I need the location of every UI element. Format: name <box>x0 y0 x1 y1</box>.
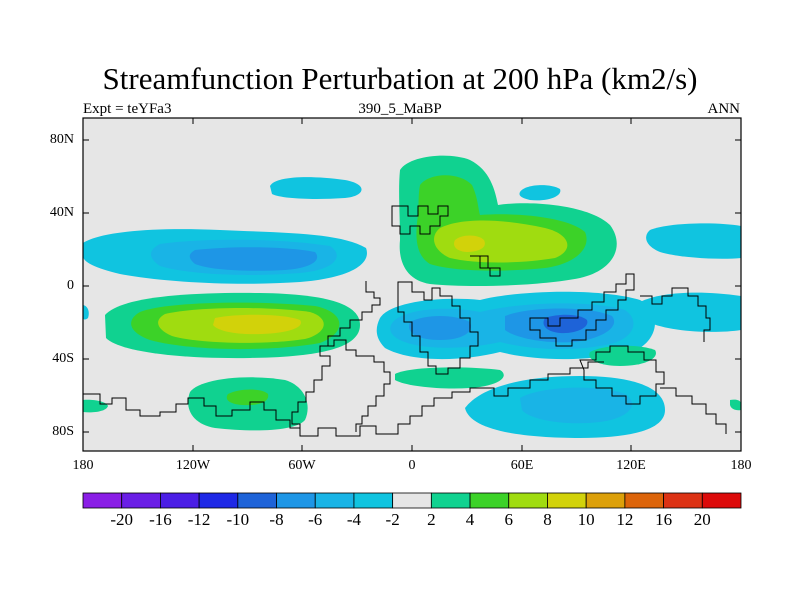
colorbar-label: -2 <box>385 510 400 529</box>
contour-positive-asia-core <box>434 220 568 263</box>
contour-negative-arctic-west <box>270 177 362 199</box>
coastline-asia-east <box>470 255 501 277</box>
colorbar-swatch <box>430 492 471 509</box>
coastline-maritime <box>529 273 635 347</box>
colorbar-label: 2 <box>427 510 436 529</box>
colorbar-swatch <box>160 492 200 509</box>
contour-negative-east-pacific-north <box>646 223 741 259</box>
experiment-label: Expt = teYFa3 <box>83 101 172 117</box>
colorbar-label: -10 <box>226 510 250 529</box>
contour-negative-north-pacific-core <box>189 247 318 271</box>
colorbar-label: -8 <box>269 510 284 529</box>
colorbar-label: 4 <box>465 510 475 529</box>
contour-negative-east-pacific-south <box>636 292 741 332</box>
coastline-antarctica <box>83 361 604 437</box>
contour-negative-arctic-east <box>519 185 561 201</box>
colorbar-label: 6 <box>504 510 514 529</box>
colorbar-swatch <box>508 492 548 509</box>
y-tick-label: 0 <box>67 278 74 293</box>
y-tick-label: 40S <box>52 351 74 366</box>
colorbar-label: 16 <box>655 510 673 529</box>
contour-positive-south-pacific-peak <box>213 314 301 335</box>
contour-positive-asia-peak <box>454 235 485 252</box>
contour-positive-south-pacific-high-lat-core <box>226 389 269 406</box>
contour-positive-east-edge-south <box>730 399 741 411</box>
x-tick-label: 180 <box>730 458 752 473</box>
coastline-africa <box>397 281 479 375</box>
contour-negative-indian-ocean-core-west <box>409 316 472 340</box>
colorbar-label: -4 <box>346 510 362 529</box>
colorbar-swatch <box>701 492 742 509</box>
colorbar-swatch <box>198 492 239 509</box>
x-tick-label: 60W <box>288 458 316 473</box>
contour-positive-south-atlantic <box>395 367 504 389</box>
colorbar-label: -12 <box>187 510 211 529</box>
colorbar-swatch <box>276 492 316 509</box>
x-tick-label: 60E <box>510 458 534 473</box>
colorbar-swatch <box>121 492 161 509</box>
x-tick-label: 120E <box>616 458 646 473</box>
coastline-europe <box>391 205 449 235</box>
colorbar-label: 8 <box>543 510 552 529</box>
colorbar-label: -6 <box>308 510 323 529</box>
x-tick-label: 180 <box>72 458 94 473</box>
contour-negative-southern-ocean-inner <box>520 387 632 424</box>
colorbar-swatch <box>585 492 626 509</box>
colorbar-label: 12 <box>616 510 634 529</box>
colorbar-label: -20 <box>110 510 134 529</box>
colorbar-swatch <box>624 492 664 509</box>
contour-positive-west-edge-south <box>83 399 108 413</box>
y-tick-label: 80S <box>52 424 74 439</box>
case-label: 390_5_MaBP <box>358 101 442 117</box>
y-tick-label: 40N <box>49 205 74 220</box>
plot-title: Streamfunction Perturbation at 200 hPa (… <box>102 61 698 96</box>
colorbar-swatch <box>547 492 587 509</box>
colorbar-label: -16 <box>149 510 172 529</box>
coastline-australia <box>579 345 665 405</box>
colorbar-swatch <box>469 492 510 509</box>
colorbar-swatch <box>82 492 123 509</box>
y-tick-label: 80N <box>49 132 74 147</box>
colorbar-swatch <box>392 492 432 509</box>
contour-negative-indian-ocean-peak <box>543 314 588 334</box>
contour-negative-west-edge <box>83 305 89 320</box>
colorbar <box>82 492 742 509</box>
contour-fill-layer <box>83 155 741 438</box>
colorbar-swatch <box>353 492 394 509</box>
season-label: ANN <box>707 101 741 117</box>
x-tick-label: 0 <box>408 458 416 473</box>
axis-ticks <box>83 118 741 451</box>
x-tick-label: 120W <box>175 458 211 473</box>
coastline-pacific-islands <box>640 287 711 342</box>
colorbar-label: 20 <box>693 510 711 529</box>
colorbar-swatch <box>237 492 277 509</box>
colorbar-swatch <box>314 492 355 509</box>
colorbar-label: 10 <box>577 510 595 529</box>
coastlines <box>83 205 727 437</box>
coastline-south-america <box>320 339 391 432</box>
colorbar-swatch <box>663 492 703 509</box>
contour-positive-south-indian <box>589 345 656 366</box>
coastline-greenland <box>660 387 727 434</box>
